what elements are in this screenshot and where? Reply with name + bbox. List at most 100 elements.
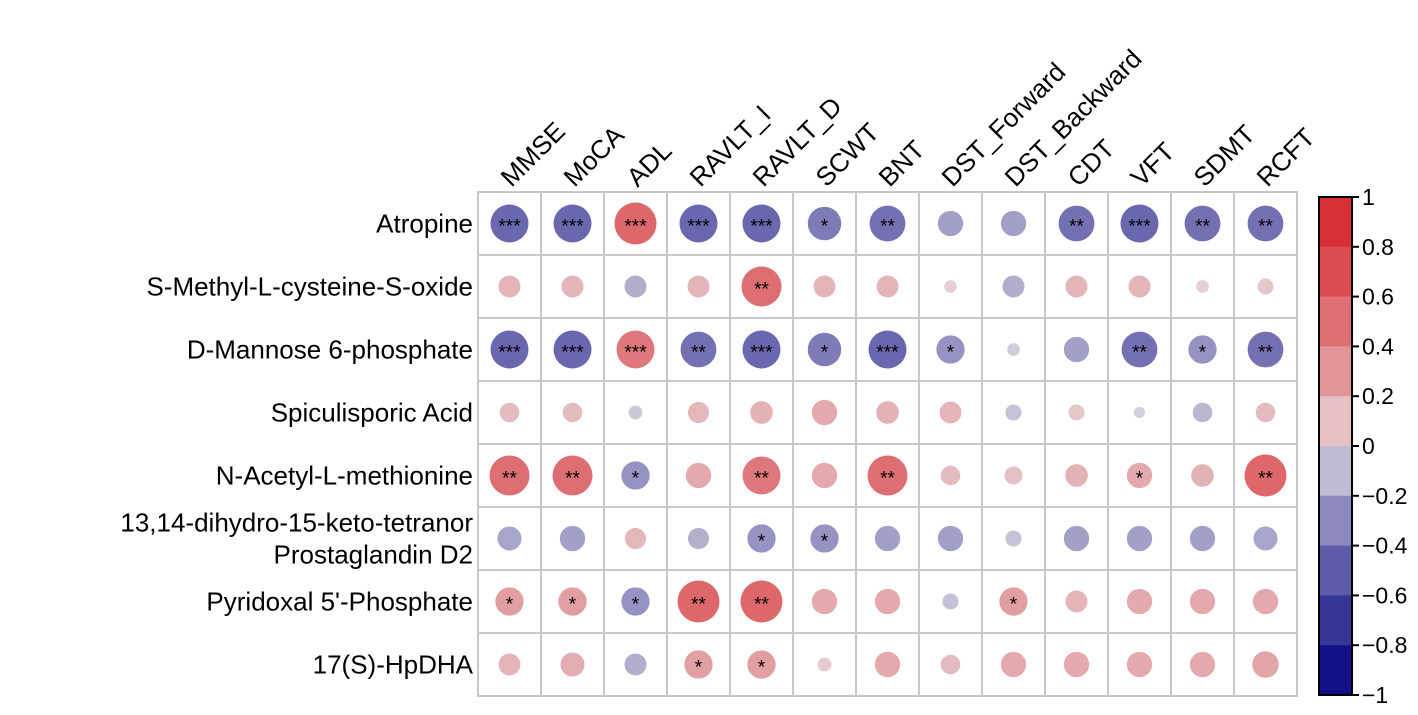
correlation-circle: [616, 330, 655, 369]
row-labels: Atropine S-Methyl-L-cysteine-S-oxide D-Man…: [120, 209, 473, 680]
correlation-circle: [677, 580, 720, 623]
correlation-circle: [497, 526, 522, 551]
colorbar-segment: [1319, 495, 1352, 547]
correlation-circle: [1255, 402, 1276, 423]
significance-label: **: [565, 469, 580, 490]
correlation-circle: [687, 401, 710, 424]
correlation-circle: [628, 405, 643, 420]
correlation-circle: [741, 266, 782, 307]
correlation-circle: [1121, 331, 1158, 368]
correlation-circle: [1063, 651, 1090, 678]
significance-label: **: [1258, 217, 1273, 238]
correlation-circle: [490, 330, 529, 369]
correlation-circle: [940, 654, 961, 675]
significance-label: **: [1132, 343, 1147, 364]
colorbar-tick-label: 0.2: [1362, 383, 1394, 409]
significance-label: ***: [750, 217, 773, 238]
column-label: MMSE: [495, 116, 571, 192]
correlation-circle: [810, 524, 839, 553]
correlation-circle: [490, 204, 529, 243]
colorbar-segment: [1319, 396, 1352, 447]
significance-label: **: [1258, 469, 1273, 490]
correlation-circle: [750, 401, 773, 424]
correlation-circle: [687, 275, 710, 298]
correlation-circle: [1126, 651, 1153, 678]
significance-label: *: [758, 658, 766, 679]
significance-label: **: [1195, 217, 1210, 238]
significance-label: **: [880, 469, 895, 490]
row-label: D-Mannose 6-phosphate: [187, 335, 473, 365]
significance-label: *: [821, 532, 829, 553]
significance-label: ***: [624, 217, 647, 238]
significance-label: **: [691, 595, 706, 616]
correlation-circle: [936, 335, 965, 364]
colorbar-segment: [1319, 346, 1352, 397]
significance-label: **: [1069, 217, 1084, 238]
row-label: 17(S)-HpDHA: [313, 650, 474, 680]
correlation-circle: [942, 593, 959, 610]
column-label: SDMT: [1188, 119, 1261, 192]
correlation-circle: [498, 275, 521, 298]
correlation-circle: [1189, 588, 1216, 615]
significance-label: **: [754, 280, 769, 301]
correlation-circle: [1004, 466, 1023, 485]
correlation-circle: [621, 461, 650, 490]
correlation-circle: [811, 399, 838, 426]
significance-label: *: [821, 217, 829, 238]
correlation-circle: [807, 332, 842, 367]
correlation-circle: [868, 330, 907, 369]
correlation-circle: [1126, 588, 1153, 615]
correlation-circle: [498, 653, 521, 676]
row-label: 13,14-dihydro-15-keto-tetranor: [120, 508, 473, 538]
significance-label: *: [1010, 595, 1018, 616]
correlation-circle: [747, 524, 776, 553]
correlation-circle: [1065, 590, 1088, 613]
colorbar-tick-label: 0.8: [1362, 234, 1394, 260]
significance-label: ***: [876, 343, 899, 364]
correlation-circle: [937, 525, 964, 552]
row-label: Atropine: [376, 209, 473, 239]
correlation-circle: [621, 587, 650, 616]
correlation-circle: [1257, 278, 1274, 295]
correlation-circle: [867, 455, 908, 496]
correlation-circle: [1068, 404, 1085, 421]
correlation-circle: [552, 455, 593, 496]
significance-label: **: [691, 343, 706, 364]
correlation-circle: [1244, 454, 1287, 497]
correlation-circle: [562, 402, 583, 423]
correlation-circle: [1133, 406, 1146, 419]
colorbar-tick-label: 0: [1362, 433, 1375, 459]
significance-label: ***: [1128, 217, 1151, 238]
correlation-circle: [559, 525, 586, 552]
correlation-circle: [684, 650, 713, 679]
correlation-circle: [1196, 280, 1209, 293]
correlation-circle: [876, 275, 899, 298]
correlation-circle: [937, 210, 964, 237]
correlation-circle: [679, 204, 718, 243]
correlation-circle: [624, 653, 647, 676]
significance-label: ***: [561, 217, 584, 238]
colorbar-segment: [1319, 446, 1352, 497]
column-label: VFT: [1125, 136, 1181, 192]
colorbar-segment: [1319, 296, 1352, 347]
correlation-circle: [874, 651, 901, 678]
colorbar-tick-label: −0.2: [1362, 483, 1407, 509]
correlation-circle: [1063, 336, 1090, 363]
correlation-circle: [747, 650, 776, 679]
correlation-circle: [813, 275, 836, 298]
correlation-circle: [817, 657, 832, 672]
significance-label: ***: [498, 343, 521, 364]
colorbar-segment: [1319, 545, 1352, 596]
colorbar-tick-label: 0.6: [1362, 284, 1394, 310]
correlation-circle: [1007, 343, 1020, 356]
significance-label: *: [506, 595, 514, 616]
correlation-circle: [874, 588, 901, 615]
significance-label: *: [947, 343, 955, 364]
correlation-circle: [1000, 651, 1027, 678]
correlation-circle: [687, 527, 710, 550]
colorbar-segment: [1319, 645, 1352, 696]
column-label: ADL: [621, 135, 678, 192]
correlation-circle: [561, 275, 584, 298]
significance-label: ***: [750, 343, 773, 364]
